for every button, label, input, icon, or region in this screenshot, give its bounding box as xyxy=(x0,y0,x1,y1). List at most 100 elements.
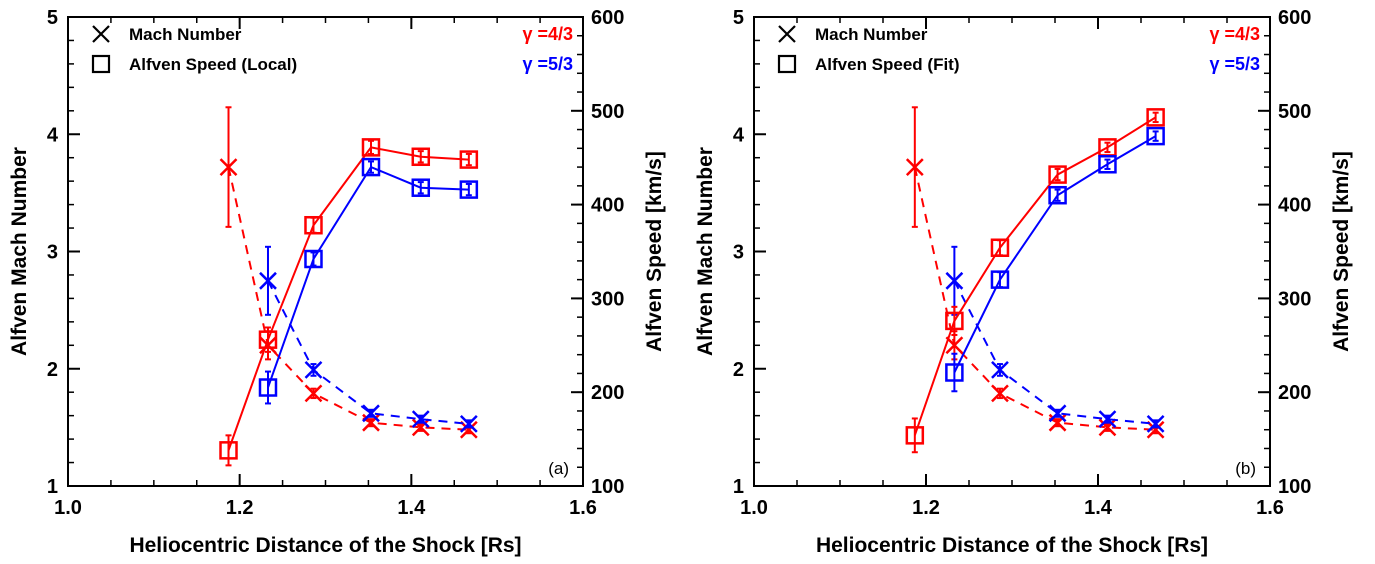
cross-marker xyxy=(1146,420,1165,439)
x-axis-title: Heliocentric Distance of the Shock [Rs] xyxy=(129,534,521,557)
legend: Mach Number Alfven Speed (Fit) γ =4/3 γ =5/… xyxy=(777,24,1260,74)
panel-label: (a) xyxy=(548,459,569,478)
series-line xyxy=(267,165,469,388)
plot-frame xyxy=(67,16,584,487)
cross-marker xyxy=(259,271,277,290)
series-line xyxy=(953,135,1157,373)
x-tick-label: 1.0 xyxy=(54,497,82,519)
legend-label: Mach Number xyxy=(815,25,928,44)
panel-label: (b) xyxy=(1235,459,1256,478)
square-marker xyxy=(304,215,323,235)
gamma-label: γ =4/3 xyxy=(522,24,573,44)
square-marker xyxy=(304,249,323,269)
x-tick-label: 1.4 xyxy=(1084,497,1113,519)
cross-marker xyxy=(1098,418,1117,437)
square-marker xyxy=(945,363,964,382)
chart-panel-b: 1.0 1.2 1.4 1.6 1 2 3 4 5 100 200 300 400 500 600 Helio… xyxy=(694,7,1353,557)
cross-marker xyxy=(459,420,478,439)
legend-square-icon xyxy=(777,54,797,74)
y-tick-label: 4 xyxy=(47,124,59,146)
cross-marker xyxy=(362,404,380,423)
series-line xyxy=(227,166,469,431)
y2-tick-label: 400 xyxy=(591,195,624,217)
x-tick-label: 1.6 xyxy=(569,497,597,519)
x-axis-title: Heliocentric Distance of the Shock [Rs] xyxy=(816,534,1208,557)
y2-tick-label: 200 xyxy=(1278,382,1311,404)
legend-label: Alfven Speed (Fit) xyxy=(815,55,960,74)
x-tick-label: 1.2 xyxy=(226,497,254,519)
series-speed-gamma-5-3 xyxy=(945,126,1165,393)
cross-marker xyxy=(411,410,430,429)
square-marker xyxy=(411,147,431,167)
y-axis-title: Alfven Mach Number xyxy=(8,147,31,356)
x-tick-label: 1.0 xyxy=(740,497,768,519)
square-marker xyxy=(1098,155,1117,174)
cross-marker xyxy=(1146,414,1165,433)
y-tick-label: 1 xyxy=(733,476,744,498)
legend-square-icon xyxy=(91,54,111,74)
square-marker xyxy=(459,150,479,169)
cross-marker xyxy=(945,271,964,290)
cross-marker xyxy=(411,418,430,437)
y-tick-label: 5 xyxy=(733,7,744,29)
square-marker xyxy=(945,311,964,331)
y2-tick-label: 300 xyxy=(1278,288,1311,310)
series-mach-gamma-5-3 xyxy=(945,245,1165,433)
series-speed-gamma-4-3 xyxy=(219,138,479,467)
y-tick-label: 5 xyxy=(47,7,58,29)
gamma-label: γ =5/3 xyxy=(1209,54,1260,74)
cross-marker xyxy=(304,361,323,379)
square-marker xyxy=(1146,126,1165,146)
y-tick-label: 3 xyxy=(47,242,58,264)
series-line xyxy=(227,146,469,451)
series-line xyxy=(913,166,1156,431)
square-marker xyxy=(990,270,1010,289)
y-tick-label: 2 xyxy=(47,359,58,381)
square-marker xyxy=(219,441,238,460)
square-marker xyxy=(411,178,431,197)
y-tick-label: 2 xyxy=(733,359,744,381)
series-line xyxy=(267,280,469,425)
square-marker xyxy=(258,378,278,397)
series-mach-gamma-5-3 xyxy=(259,245,478,433)
square-marker xyxy=(905,426,925,445)
y2-tick-label: 100 xyxy=(591,476,624,498)
y2-tick-label: 600 xyxy=(591,7,624,29)
y2-tick-label: 300 xyxy=(591,288,624,310)
y2-axis-title: Alfven Speed [km/s] xyxy=(643,151,666,352)
cross-marker xyxy=(991,384,1009,403)
x-tick-label: 1.2 xyxy=(912,497,940,519)
y-tick-label: 1 xyxy=(47,476,58,498)
series-line xyxy=(953,280,1156,425)
y-axis-title: Alfven Mach Number xyxy=(694,147,717,356)
square-marker xyxy=(361,157,381,177)
square-marker xyxy=(258,330,278,349)
series-mach-gamma-4-3 xyxy=(905,106,1165,439)
square-marker xyxy=(990,238,1010,257)
cross-marker xyxy=(459,414,478,433)
square-marker xyxy=(459,180,479,199)
y-tick-label: 3 xyxy=(733,242,744,264)
chart-panel-a: 1.0 1.2 1.4 1.6 1 2 3 4 5 100 200 300 400 500 600 Helio… xyxy=(8,7,666,557)
x-tick-label: 1.6 xyxy=(1256,497,1284,519)
y2-tick-label: 600 xyxy=(1278,7,1311,29)
square-marker xyxy=(1146,108,1165,127)
cross-marker xyxy=(304,384,323,403)
cross-marker xyxy=(1098,410,1117,429)
y-tick-label: 4 xyxy=(733,124,745,146)
plot-frame xyxy=(753,16,1271,487)
cross-marker xyxy=(991,361,1009,379)
series-speed-gamma-5-3 xyxy=(258,157,479,405)
cross-marker xyxy=(945,336,964,355)
y2-tick-label: 200 xyxy=(591,382,624,404)
square-marker xyxy=(361,138,381,157)
legend-label: Mach Number xyxy=(129,25,242,44)
legend: Mach Number Alfven Speed (Local) γ =4/3 γ =… xyxy=(91,24,573,74)
y2-tick-label: 100 xyxy=(1278,476,1311,498)
gamma-label: γ =5/3 xyxy=(522,54,573,74)
series-speed-gamma-4-3 xyxy=(905,108,1165,454)
y2-tick-label: 500 xyxy=(1278,101,1311,123)
legend-cross-icon xyxy=(92,25,110,43)
